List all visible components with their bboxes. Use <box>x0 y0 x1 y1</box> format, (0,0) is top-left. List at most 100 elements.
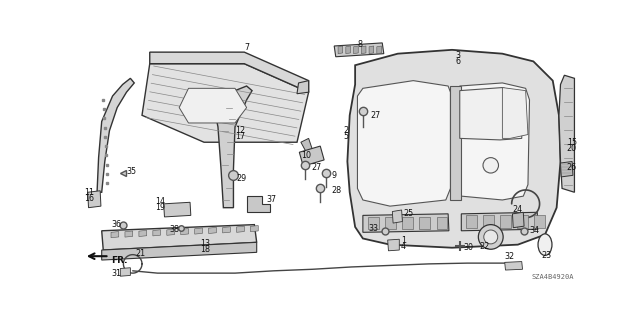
Circle shape <box>478 225 503 249</box>
Polygon shape <box>403 217 413 229</box>
Polygon shape <box>246 196 270 211</box>
Text: 27: 27 <box>311 163 321 172</box>
Polygon shape <box>369 46 374 54</box>
Text: 29: 29 <box>237 174 247 183</box>
Polygon shape <box>111 232 119 238</box>
Polygon shape <box>139 230 147 236</box>
Polygon shape <box>300 146 324 166</box>
Text: 14: 14 <box>155 197 165 206</box>
Polygon shape <box>216 86 252 208</box>
Text: 26: 26 <box>566 163 577 172</box>
Text: 28: 28 <box>332 186 342 195</box>
Polygon shape <box>142 64 308 142</box>
Text: 5: 5 <box>344 132 349 141</box>
Text: 3: 3 <box>456 51 461 60</box>
Text: 23: 23 <box>541 251 551 260</box>
Text: 37: 37 <box>266 196 276 204</box>
Polygon shape <box>179 88 246 123</box>
Polygon shape <box>297 81 308 94</box>
Text: 8: 8 <box>358 40 362 49</box>
Text: 32: 32 <box>505 252 515 262</box>
Polygon shape <box>153 230 161 236</box>
Polygon shape <box>419 217 430 229</box>
Polygon shape <box>120 268 131 276</box>
Text: 10: 10 <box>301 151 311 160</box>
Polygon shape <box>358 81 451 206</box>
Text: 30: 30 <box>463 243 474 252</box>
Circle shape <box>484 230 498 244</box>
Polygon shape <box>505 262 522 270</box>
Text: 33: 33 <box>368 224 378 233</box>
Polygon shape <box>301 138 312 152</box>
Text: 34: 34 <box>529 226 540 235</box>
Text: 6: 6 <box>456 57 461 66</box>
Text: 2: 2 <box>344 126 349 135</box>
Text: 31: 31 <box>111 270 121 278</box>
Circle shape <box>483 158 499 173</box>
Polygon shape <box>461 212 538 231</box>
Polygon shape <box>209 227 216 234</box>
Polygon shape <box>500 215 511 228</box>
Polygon shape <box>436 217 447 229</box>
Polygon shape <box>180 228 189 235</box>
Polygon shape <box>458 83 529 200</box>
Text: 1: 1 <box>401 235 406 245</box>
Polygon shape <box>223 227 230 233</box>
Text: 36: 36 <box>111 220 121 229</box>
Polygon shape <box>338 46 343 54</box>
Polygon shape <box>534 215 545 228</box>
Polygon shape <box>164 202 191 217</box>
Polygon shape <box>363 214 449 232</box>
Polygon shape <box>102 242 257 260</box>
Polygon shape <box>237 226 244 232</box>
Text: 18: 18 <box>200 245 210 254</box>
Polygon shape <box>125 231 132 237</box>
Polygon shape <box>348 50 561 248</box>
Polygon shape <box>517 215 528 228</box>
Polygon shape <box>483 215 494 228</box>
Polygon shape <box>513 212 524 228</box>
Text: FR.: FR. <box>111 256 127 265</box>
Polygon shape <box>150 52 308 92</box>
Text: 25: 25 <box>403 209 413 218</box>
Text: 38: 38 <box>169 225 179 234</box>
Text: 11: 11 <box>84 188 94 197</box>
Text: 20: 20 <box>566 144 577 153</box>
Ellipse shape <box>538 234 552 256</box>
Text: 4: 4 <box>401 242 406 251</box>
Text: 17: 17 <box>235 132 245 141</box>
Polygon shape <box>385 217 396 229</box>
Text: 12: 12 <box>235 126 245 135</box>
Text: 27: 27 <box>371 111 381 120</box>
Polygon shape <box>102 225 257 250</box>
Polygon shape <box>466 215 477 228</box>
Text: 22: 22 <box>479 242 490 251</box>
Text: 15: 15 <box>566 138 577 147</box>
Text: 21: 21 <box>136 249 146 258</box>
Polygon shape <box>353 46 358 54</box>
Text: SZA4B4920A: SZA4B4920A <box>532 274 575 280</box>
Text: 19: 19 <box>155 203 165 212</box>
Polygon shape <box>377 46 381 54</box>
Polygon shape <box>559 75 575 192</box>
Polygon shape <box>388 239 399 251</box>
Polygon shape <box>250 226 259 232</box>
Text: 13: 13 <box>200 239 210 248</box>
Polygon shape <box>451 86 461 200</box>
Polygon shape <box>334 43 384 57</box>
Polygon shape <box>362 46 366 54</box>
Polygon shape <box>502 87 528 138</box>
Text: 24: 24 <box>513 205 523 214</box>
Text: 35: 35 <box>127 167 136 176</box>
Text: 7: 7 <box>244 43 249 52</box>
Polygon shape <box>346 46 351 54</box>
Polygon shape <box>195 228 202 234</box>
Polygon shape <box>368 217 379 229</box>
Polygon shape <box>97 78 134 192</box>
Polygon shape <box>88 191 101 208</box>
Polygon shape <box>167 229 175 235</box>
Text: 16: 16 <box>84 194 94 203</box>
Polygon shape <box>460 87 522 140</box>
Polygon shape <box>392 210 403 223</box>
Text: 9: 9 <box>332 171 337 180</box>
